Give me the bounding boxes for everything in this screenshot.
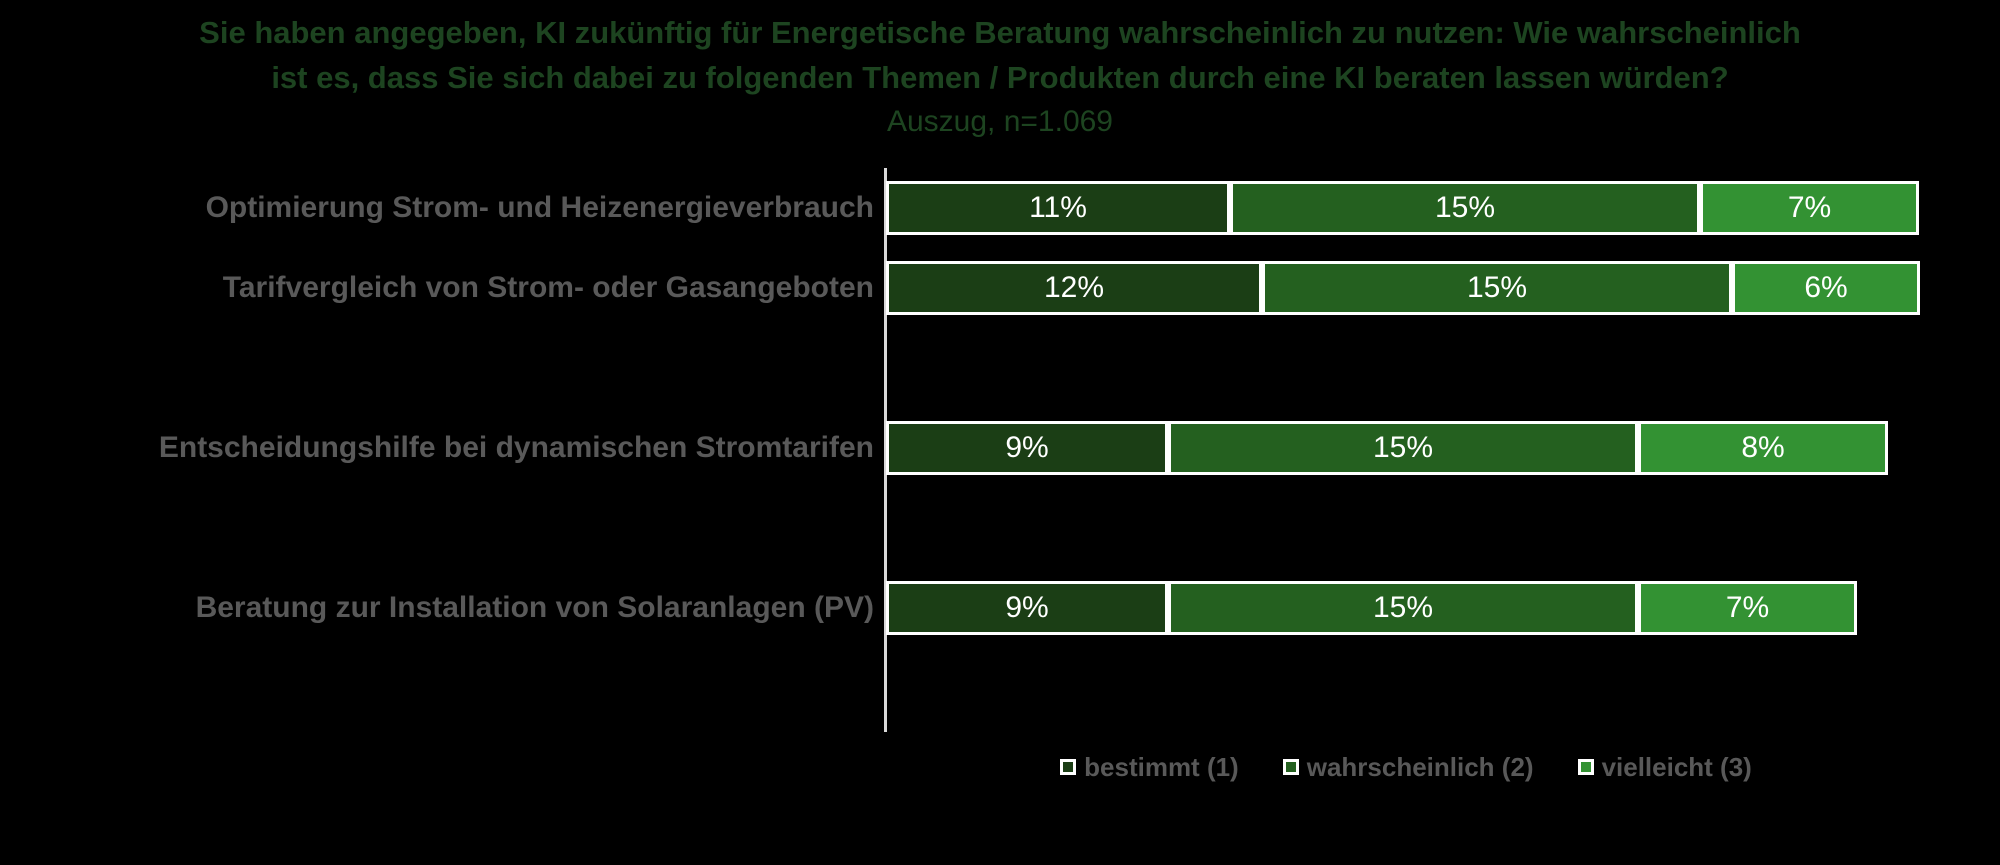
bar-row: 12% 15% 6% [886, 261, 1920, 315]
bar-segment-bestimmt[interactable]: 12% [886, 261, 1262, 315]
data-label: 8% [1741, 431, 1785, 464]
data-label: 15% [1434, 191, 1496, 224]
bar-row: 9% 15% 8% [886, 421, 1888, 475]
category-label: Entscheidungshilfe bei dynamischen Strom… [158, 431, 874, 464]
legend-swatch-wahrscheinlich-icon [1282, 759, 1299, 775]
bar-segment-vielleicht[interactable]: 7% [1638, 581, 1857, 635]
bar-segment-wahrscheinlich[interactable]: 15% [1262, 261, 1732, 315]
chart-title-line-2: ist es, dass Sie sich dabei zu folgenden… [271, 60, 1729, 95]
category-label: Tarifvergleich von Strom- oder Gasangebo… [222, 271, 874, 304]
data-label: 12% [1043, 271, 1105, 304]
y-axis-line [884, 168, 887, 732]
legend-swatch-vielleicht-icon [1577, 759, 1594, 775]
bar-row: 11% 15% 7% [886, 181, 1919, 235]
legend-label: wahrscheinlich (2) [1306, 751, 1534, 782]
bar-segment-vielleicht[interactable]: 7% [1700, 181, 1919, 235]
data-label: 9% [1005, 431, 1049, 464]
bar-segment-wahrscheinlich[interactable]: 15% [1168, 421, 1638, 475]
legend-label: bestimmt (1) [1084, 751, 1239, 782]
legend-swatch-bestimmt-icon [1060, 759, 1077, 775]
chart-subtitle: Auszug, n=1.069 [886, 105, 1113, 138]
bar-segment-bestimmt[interactable]: 9% [886, 581, 1168, 635]
category-label: Beratung zur Installation von Solaranlag… [195, 591, 874, 624]
bar-segment-bestimmt[interactable]: 9% [886, 421, 1168, 475]
category-label: Optimierung Strom- und Heizenergieverbra… [205, 191, 874, 224]
bar-segment-bestimmt[interactable]: 11% [886, 181, 1230, 235]
legend: bestimmt (1) wahrscheinlich (2) vielleic… [886, 750, 1926, 784]
bar-segment-wahrscheinlich[interactable]: 15% [1230, 181, 1700, 235]
legend-item-wahrscheinlich[interactable]: wahrscheinlich (2) [1282, 751, 1534, 783]
data-label: 6% [1804, 271, 1848, 304]
data-label: 15% [1372, 431, 1434, 464]
bar-row: 9% 15% 7% [886, 581, 1857, 635]
legend-item-vielleicht[interactable]: vielleicht (3) [1577, 751, 1752, 783]
chart-title-block: Sie haben angegeben, KI zukünftig für En… [0, 10, 2000, 142]
data-label: 7% [1787, 191, 1832, 224]
bar-segment-wahrscheinlich[interactable]: 15% [1168, 581, 1638, 635]
data-label: 15% [1466, 271, 1528, 304]
chart-title-line-1: Sie haben angegeben, KI zukünftig für En… [199, 15, 1801, 50]
bar-segment-vielleicht[interactable]: 6% [1732, 261, 1920, 315]
legend-label: vielleicht (3) [1601, 751, 1752, 782]
legend-item-bestimmt[interactable]: bestimmt (1) [1060, 752, 1239, 783]
data-label: 11% [1029, 191, 1087, 224]
bar-segment-vielleicht[interactable]: 8% [1638, 421, 1888, 475]
data-label: 7% [1725, 591, 1770, 624]
data-label: 9% [1005, 591, 1049, 624]
data-label: 15% [1372, 591, 1434, 624]
